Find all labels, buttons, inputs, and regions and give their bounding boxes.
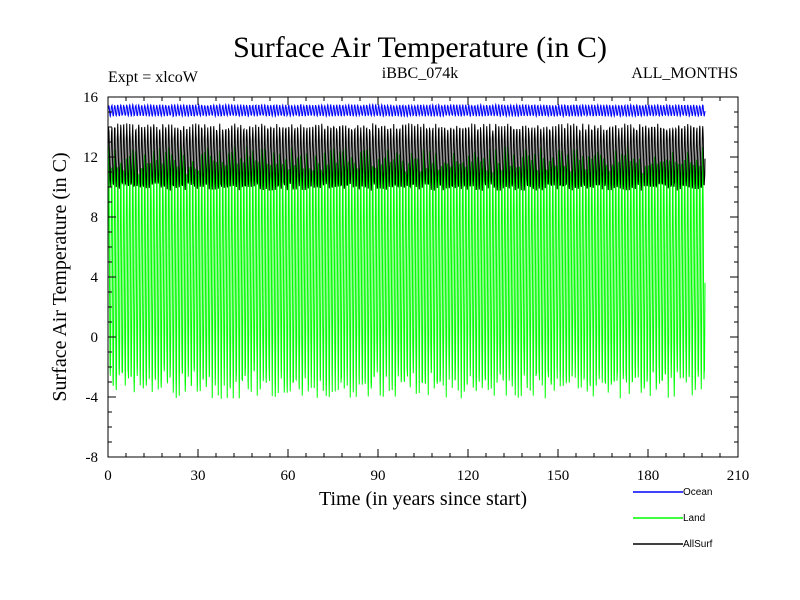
y-tick-label: 16 bbox=[83, 90, 99, 106]
y-tick-label: 0 bbox=[91, 330, 99, 346]
series-line-land bbox=[107, 145, 706, 399]
y-tick-label: 12 bbox=[83, 150, 98, 166]
legend-label-ocean: Ocean bbox=[683, 487, 712, 498]
x-tick-label: 90 bbox=[371, 468, 386, 484]
x-tick-label: 210 bbox=[727, 468, 750, 484]
x-tick-label: 30 bbox=[191, 468, 206, 484]
subtitle-left: Expt = xlcoW bbox=[108, 69, 199, 86]
legend: Ocean Land AllSurf bbox=[633, 487, 713, 550]
subtitle-right: ALL_MONTHS bbox=[631, 65, 738, 82]
series-line-allsurf bbox=[107, 123, 706, 191]
y-tick-label: 4 bbox=[91, 270, 99, 286]
x-tick-label: 120 bbox=[457, 468, 480, 484]
x-tick-label: 0 bbox=[104, 468, 112, 484]
axis-layer: 0 30 60 90 120 150 180 210 -8 -4 0 4 8 12 16 bbox=[83, 90, 749, 484]
y-tick-label: 8 bbox=[91, 210, 99, 226]
x-tick-label: 60 bbox=[281, 468, 296, 484]
series-line-ocean bbox=[107, 102, 706, 119]
series-layer bbox=[107, 102, 706, 399]
x-axis-label: Time (in years since start) bbox=[319, 488, 527, 510]
plot-frame bbox=[107, 96, 739, 458]
legend-label-land: Land bbox=[683, 513, 705, 524]
legend-label-allsurf: AllSurf bbox=[683, 539, 713, 550]
x-tick-label: 180 bbox=[637, 468, 660, 484]
y-tick-label: -8 bbox=[86, 450, 99, 466]
y-tick-label: -4 bbox=[86, 390, 99, 406]
subtitle-center: iBBC_074k bbox=[382, 65, 458, 82]
x-tick-label: 150 bbox=[547, 468, 570, 484]
y-axis-label: Surface Air Temperature (in C) bbox=[49, 152, 71, 401]
chart-title: Surface Air Temperature (in C) bbox=[233, 31, 607, 64]
